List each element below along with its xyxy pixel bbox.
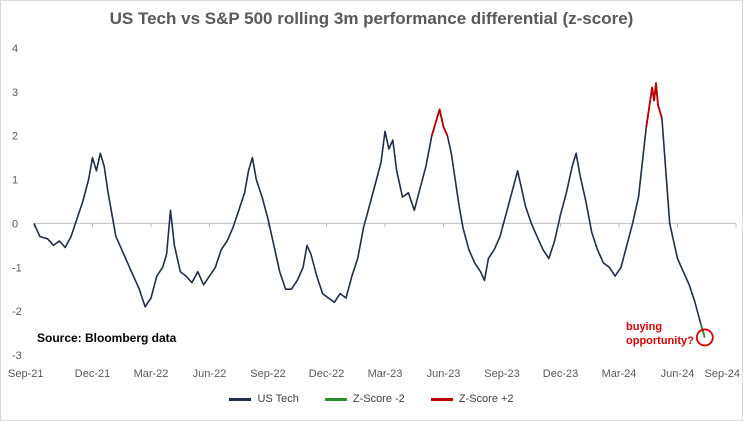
callout-circle — [695, 328, 714, 347]
x-tick-label: Jun-23 — [427, 368, 461, 380]
y-tick-label: 2 — [12, 131, 18, 143]
legend-label-us-tech: US Tech — [257, 393, 299, 405]
x-tick-label: Dec-21 — [75, 368, 110, 380]
series-line-zscore-pos2 — [645, 82, 663, 128]
y-tick-label: 1 — [12, 175, 18, 187]
x-tick-label: Jun-22 — [193, 368, 227, 380]
legend-label-zscore-pos2: Z-Score +2 — [458, 393, 514, 405]
series-line-zscore-pos2 — [430, 108, 449, 137]
legend-swatch-zscore-pos2 — [430, 397, 453, 401]
y-tick-label: 4 — [12, 43, 18, 55]
legend-item-zscore-neg2: Z-Score -2 — [324, 393, 405, 405]
x-tick-label: Sep-23 — [484, 368, 519, 380]
chart-legend: US Tech Z-Score -2 Z-Score +2 — [0, 393, 743, 405]
legend-item-us-tech: US Tech — [229, 393, 299, 405]
y-tick-label: -2 — [12, 306, 22, 318]
legend-label-zscore-neg2: Z-Score -2 — [352, 393, 405, 405]
y-tick-label: -3 — [12, 350, 22, 362]
series-line-zscore-neg2 — [700, 324, 706, 338]
series-line-us-tech — [33, 82, 706, 338]
chart-title: US Tech vs S&P 500 rolling 3m performanc… — [109, 9, 634, 28]
x-tick-label: Jun-24 — [661, 368, 695, 380]
legend-swatch-zscore-neg2 — [324, 397, 347, 401]
legend-swatch-us-tech — [229, 397, 252, 401]
source-annotation: Source: Bloomberg data — [37, 331, 177, 345]
y-tick-label: -1 — [12, 262, 22, 274]
x-tick-label: Sep-22 — [250, 368, 285, 380]
x-tick-label: Mar-22 — [134, 368, 169, 380]
chart-plot: -3 -2 -1 0 1 2 3 4 Sep-21 Dec-21 Mar-22 Jun-22 Sep-2… — [8, 43, 740, 380]
x-tick-label: Mar-24 — [602, 368, 637, 380]
x-tick-label: Dec-22 — [309, 368, 344, 380]
callout-text-line-2: opportunity? — [626, 335, 694, 347]
y-tick-label: 0 — [12, 218, 18, 230]
legend-item-zscore-pos2: Z-Score +2 — [430, 393, 514, 405]
x-tick-label: Sep-24 — [705, 368, 740, 380]
callout-text-line-1: buying — [626, 321, 662, 333]
x-tick-label: Sep-21 — [8, 368, 43, 380]
x-tick-label: Dec-23 — [543, 368, 578, 380]
x-tick-label: Mar-23 — [368, 368, 403, 380]
y-tick-label: 3 — [12, 87, 18, 99]
